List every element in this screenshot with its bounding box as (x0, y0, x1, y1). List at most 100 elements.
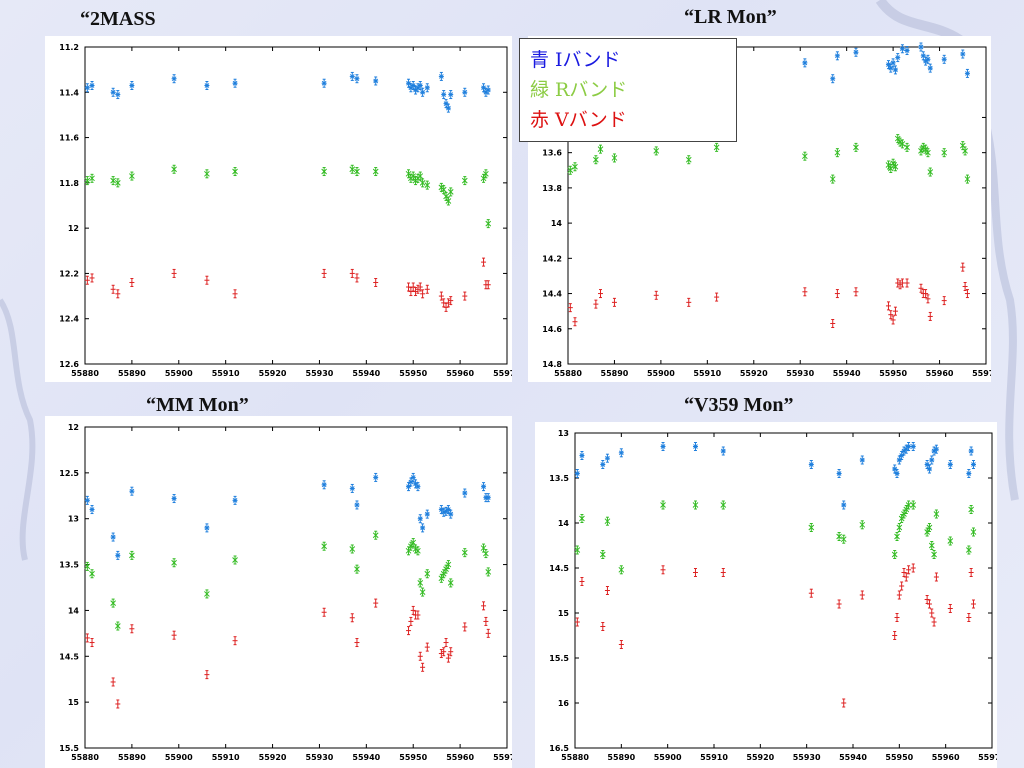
data-point-i-band (859, 455, 865, 465)
x-tick-label: 55970 (978, 753, 997, 762)
data-point-v-band (438, 649, 444, 659)
y-tick-label: 12.2 (59, 269, 79, 278)
data-point-r-band (110, 598, 116, 608)
data-point-i-band (604, 453, 610, 463)
data-point-i-band (968, 446, 974, 456)
data-point-v-band (947, 604, 953, 613)
data-point-v-band (968, 568, 974, 577)
data-point-i-band (600, 460, 606, 469)
data-point-r-band (931, 550, 937, 559)
data-point-v-band (171, 630, 177, 640)
data-point-r-band (918, 146, 924, 156)
y-tick-label: 14.6 (542, 325, 562, 334)
data-point-v-band (964, 289, 970, 299)
data-point-v-band (903, 572, 909, 582)
y-tick-label: 14.4 (542, 290, 562, 299)
data-point-v-band (906, 565, 912, 575)
data-point-v-band (941, 296, 947, 306)
data-point-r-band (204, 589, 210, 599)
data-point-v-band (129, 624, 135, 634)
x-tick-label: 55900 (647, 369, 675, 378)
data-point-r-band (232, 555, 238, 565)
data-point-r-band (89, 569, 95, 579)
data-point-i-band (906, 442, 912, 451)
data-point-i-band (420, 87, 426, 97)
data-point-r-band (922, 144, 929, 154)
data-point-v-band (483, 616, 489, 626)
data-point-r-band (204, 169, 210, 179)
data-point-v-band (598, 289, 604, 299)
data-point-i-band (481, 482, 487, 492)
data-point-i-band (895, 53, 901, 63)
x-tick-label: 55890 (601, 369, 629, 378)
data-point-r-band (410, 538, 417, 548)
data-point-v-band (960, 262, 966, 272)
data-point-i-band (929, 455, 935, 465)
data-point-v-band (962, 282, 968, 292)
y-tick-label: 13.5 (59, 561, 79, 570)
data-point-i-band (354, 500, 360, 510)
y-tick-label: 14 (68, 606, 80, 615)
data-point-r-band (405, 546, 412, 556)
data-point-v-band (899, 278, 905, 288)
chart-title-lr-mon: “LR Mon” (684, 6, 777, 28)
data-point-v-band (485, 280, 491, 290)
data-point-i-band (448, 90, 454, 100)
data-point-r-band (885, 160, 892, 170)
data-point-v-band (129, 277, 135, 287)
data-point-i-band (920, 51, 926, 61)
legend: 青 Iバンド 緑 Rバンド 赤 Vバンド (519, 38, 737, 142)
x-tick-label: 55930 (793, 753, 821, 762)
data-point-r-band (424, 569, 431, 579)
data-point-i-band (410, 472, 416, 482)
data-point-v-band (408, 616, 414, 626)
data-point-i-band (970, 460, 976, 469)
data-point-r-band (713, 142, 720, 152)
data-point-v-band (420, 662, 426, 672)
data-point-v-band (888, 310, 894, 320)
data-point-i-band (947, 460, 953, 469)
data-point-i-band (923, 56, 929, 66)
data-point-i-band (481, 83, 487, 93)
chart-panel-v359-mon: 55880 55890 55900 55910 55920 55930 55940 55950… (535, 422, 997, 768)
data-point-i-band (485, 493, 491, 503)
data-point-i-band (941, 54, 947, 64)
data-point-i-band (892, 65, 898, 75)
data-point-i-band (441, 90, 447, 100)
data-point-v-band (354, 273, 360, 283)
data-point-r-band (962, 146, 968, 156)
data-point-i-band (232, 495, 238, 505)
data-point-r-band (579, 514, 585, 523)
x-tick-label: 55900 (654, 753, 682, 762)
data-point-r-band (720, 500, 727, 510)
x-tick-label: 55940 (833, 369, 861, 378)
data-point-i-band (830, 74, 836, 84)
data-point-v-band (611, 297, 617, 307)
data-point-i-band (204, 523, 210, 533)
y-tick-label: 16 (558, 699, 570, 708)
x-tick-label: 55890 (118, 753, 146, 762)
data-point-r-band (485, 567, 492, 577)
data-point-r-band (483, 169, 489, 179)
data-point-r-band (572, 162, 578, 172)
data-point-r-band (853, 142, 859, 152)
chart-2mass: 55880 55890 55900 55910 55920 55930 55940 55950… (59, 43, 512, 378)
data-point-r-band (461, 548, 468, 558)
data-point-v-band (567, 303, 573, 313)
data-point-v-band (600, 622, 606, 631)
data-point-v-band (929, 608, 935, 618)
data-point-r-band (372, 167, 379, 177)
data-point-r-band (927, 167, 934, 177)
data-point-i-band (836, 469, 842, 478)
y-tick-label: 14 (558, 519, 570, 528)
x-tick-label: 55880 (561, 753, 589, 762)
data-point-i-band (84, 495, 90, 505)
data-point-r-band (604, 516, 611, 526)
data-point-v-band (918, 283, 924, 293)
data-point-i-band (910, 442, 916, 451)
data-point-r-band (445, 196, 452, 206)
data-point-v-band (572, 317, 578, 327)
data-point-i-band (892, 464, 898, 474)
data-point-r-band (480, 543, 487, 553)
